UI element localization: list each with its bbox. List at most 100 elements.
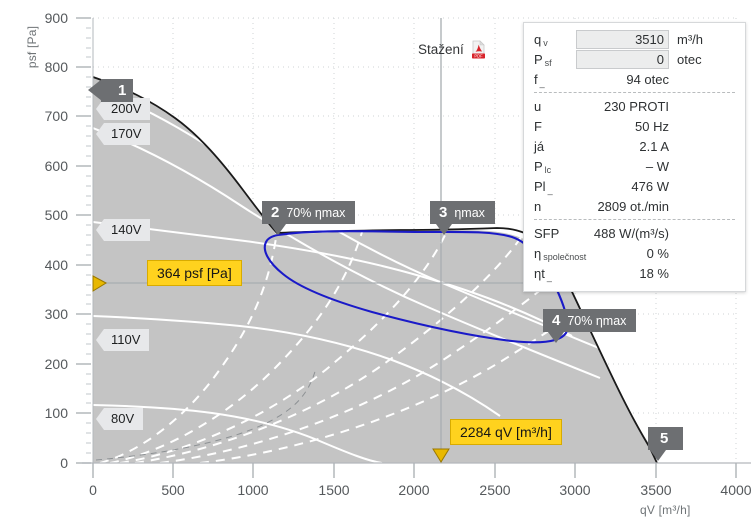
y-tick-0: 0: [60, 455, 68, 471]
panel-divider-1: [534, 92, 735, 93]
y-tick-200: 200: [44, 356, 68, 372]
y-tick-500: 500: [44, 207, 68, 223]
panel-symbol-speed: n: [534, 198, 542, 214]
speed-curve-110V: [93, 315, 501, 417]
x-tick-1000: 1000: [237, 482, 269, 498]
x-tick-2000: 2000: [398, 482, 430, 498]
panel-divider-2: [534, 219, 735, 220]
panel-value-speed: 2809 ot./min: [597, 198, 669, 214]
y-tick-800: 800: [44, 59, 68, 75]
y-tick-600: 600: [44, 158, 68, 174]
callout-4[interactable]: 4 70% ηmax: [543, 309, 637, 332]
panel-row-f: f _ 94 otec: [534, 69, 735, 89]
download-group[interactable]: Stažení PDF: [418, 40, 487, 59]
callout-1[interactable]: 1: [101, 79, 134, 102]
panel-sub-qv: v: [543, 37, 548, 48]
panel-row-eta-total: ηt _ 18 %: [534, 263, 735, 283]
x-tick-3500: 3500: [640, 482, 672, 498]
y-tick-marks: [76, 17, 91, 464]
x-tick-1500: 1500: [318, 482, 350, 498]
panel-sub-eta-company: společnost: [543, 251, 587, 262]
x-axis-title: qV [m³/h]: [640, 503, 691, 517]
callout-2-tail: [270, 224, 286, 235]
voltage-label-140v[interactable]: 140V: [96, 219, 151, 241]
callout-3[interactable]: 3 ηmax: [430, 201, 495, 224]
speed-curve-80V: [93, 404, 383, 463]
callout-2-number: 2: [271, 204, 280, 221]
voltage-label-80v[interactable]: 80V: [96, 408, 144, 430]
pdf-icon[interactable]: PDF: [470, 40, 487, 59]
callout-3-tail: [436, 224, 452, 235]
pressure-marker-triangle[interactable]: [92, 275, 108, 292]
voltage-label-110v[interactable]: 110V: [96, 329, 150, 351]
callout-3-label: ηmax: [454, 205, 485, 220]
panel-value-f: 94 otec: [626, 71, 669, 87]
panel-sub-pl: _: [547, 184, 553, 195]
x-tick-0: 0: [89, 482, 97, 498]
panel-value-sfp: 488 W/(m³/s): [593, 225, 669, 241]
panel-row-pl: Pl _ 476 W: [534, 176, 735, 196]
callout-4-label: 70% ηmax: [567, 313, 627, 328]
x-tick-4000: 4000: [720, 482, 752, 498]
voltage-label-200v[interactable]: 200V: [96, 98, 151, 120]
panel-row-current: já 2.1 A: [534, 136, 735, 156]
pressure-value-box[interactable]: 364 psf [Pa]: [147, 260, 242, 286]
panel-symbol-f: f _: [534, 71, 545, 88]
flow-marker-triangle[interactable]: [432, 448, 450, 463]
panel-value-pl: 476 W: [631, 178, 669, 194]
flow-value-box[interactable]: 2284 qV [m³/h]: [450, 419, 562, 445]
panel-sub-plc: lc: [544, 164, 552, 175]
panel-symbol-sfp: SFP: [534, 225, 560, 241]
panel-sub-eta-total: _: [546, 271, 552, 282]
y-tick-300: 300: [44, 306, 68, 322]
callout-1-tail: [88, 79, 102, 101]
panel-row-eta-company: η společnost 0 %: [534, 243, 735, 263]
callout-2[interactable]: 2 70% ηmax: [262, 201, 356, 224]
panel-value-eta-company: 0 %: [646, 245, 669, 261]
x-tick-500: 500: [161, 482, 185, 498]
x-tick-2500: 2500: [479, 482, 511, 498]
panel-symbol-u: u: [534, 98, 542, 114]
panel-sub-f: _: [539, 77, 545, 88]
panel-value-plc: – W: [645, 158, 669, 174]
y-tick-400: 400: [44, 257, 68, 273]
callout-1-number: 1: [118, 82, 127, 99]
panel-value-u: 230 PROTI: [603, 98, 669, 114]
system-curve-3: [119, 230, 448, 463]
download-label: Stažení: [418, 42, 464, 57]
callout-5-tail: [650, 450, 666, 461]
panel-value-current: 2.1 A: [639, 138, 669, 154]
panel-symbol-eta-total: ηt _: [534, 265, 552, 282]
system-curve-2: [109, 231, 363, 463]
svg-text:PDF: PDF: [474, 54, 483, 59]
qv-input[interactable]: 3510: [576, 29, 669, 49]
system-curve-1: [99, 237, 277, 463]
panel-value-frequency: 50 Hz: [635, 118, 669, 134]
panel-sub-psf: sf: [544, 57, 552, 68]
power-curve: [95, 367, 317, 461]
callout-5[interactable]: 5: [648, 427, 684, 450]
psf-input[interactable]: 0: [576, 49, 669, 69]
y-tick-100: 100: [44, 405, 68, 421]
panel-row-u: u 230 PROTI: [534, 96, 735, 116]
panel-value-eta-total: 18 %: [639, 265, 669, 281]
operating-region-fill: [93, 77, 657, 463]
y-tick-700: 700: [44, 108, 68, 124]
voltage-label-170v[interactable]: 170V: [96, 123, 151, 145]
panel-unit-qv: m³/h: [677, 31, 703, 47]
speed-curve-140V: [93, 221, 573, 337]
x-tick-3000: 3000: [559, 482, 591, 498]
y-tick-900: 900: [44, 10, 68, 26]
panel-row-sfp: SFP 488 W/(m³/s): [534, 223, 735, 243]
callout-2-label: 70% ηmax: [286, 205, 346, 220]
callout-5-number: 5: [660, 430, 669, 447]
panel-symbol-current: já: [534, 138, 545, 154]
